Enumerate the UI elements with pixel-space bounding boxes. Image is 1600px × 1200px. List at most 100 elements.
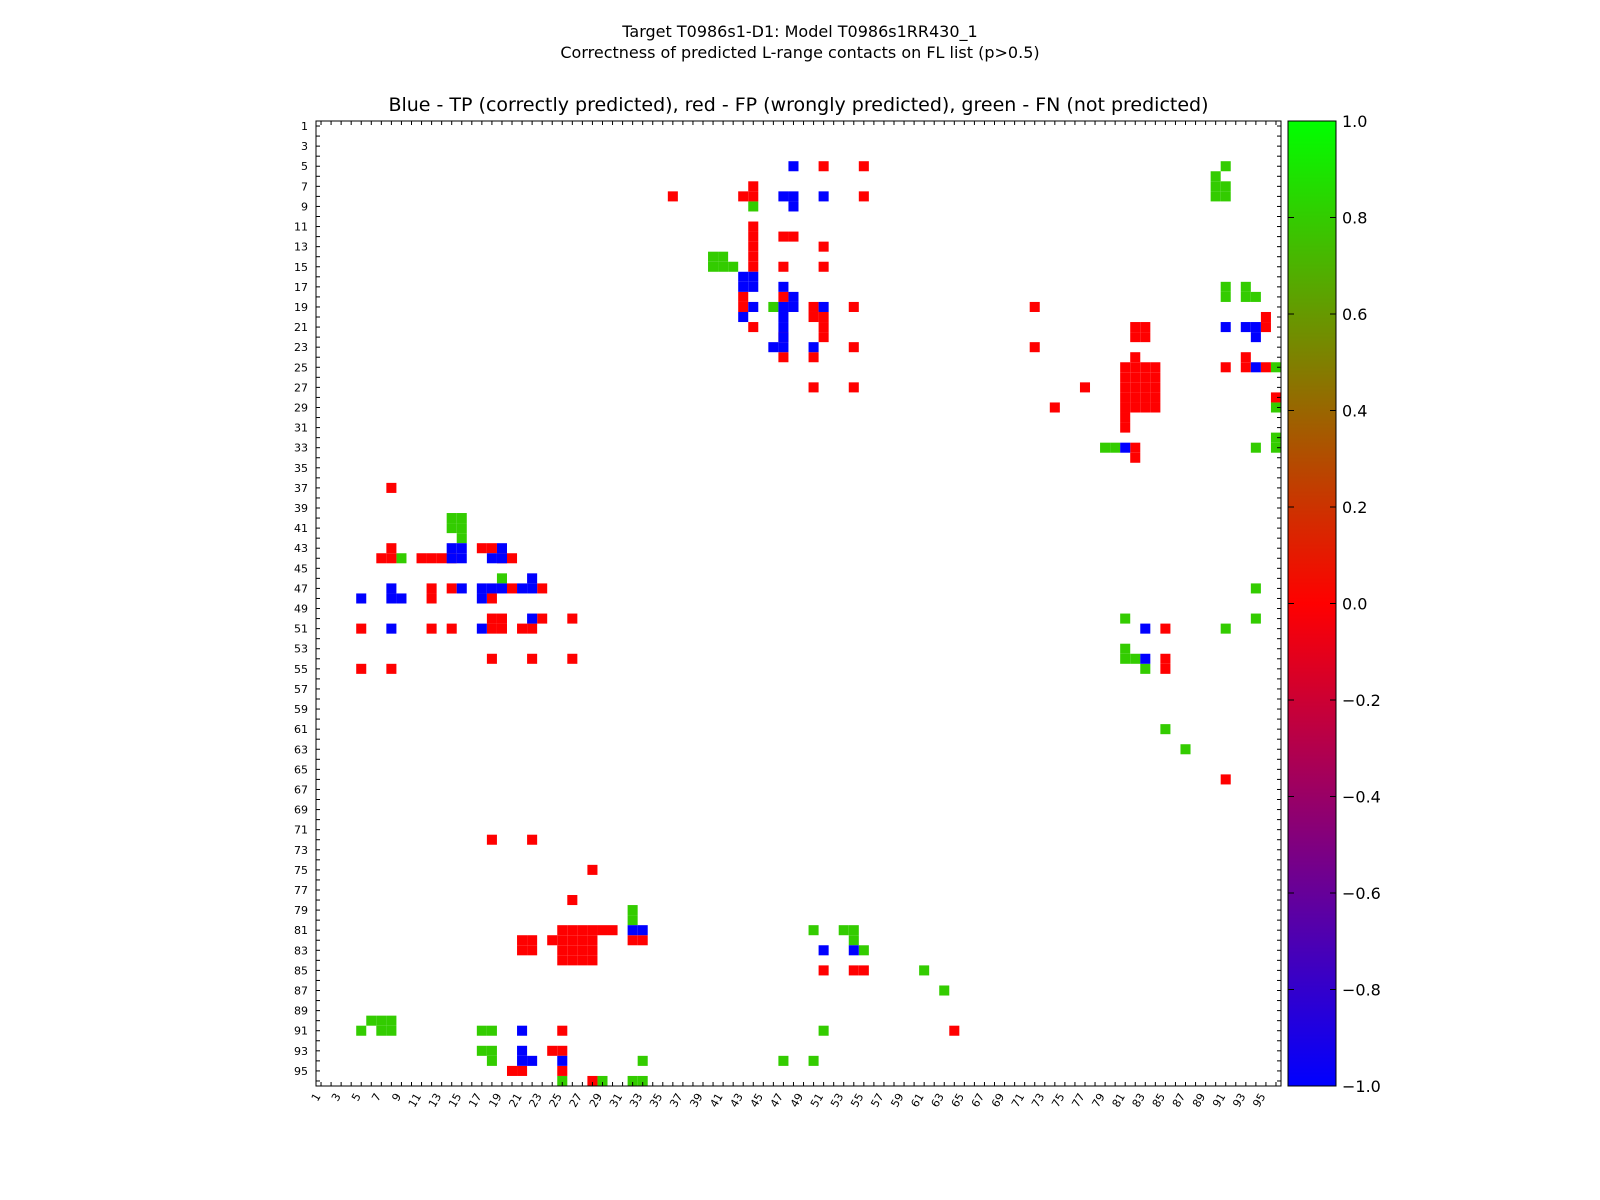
x-tick-label: 35 — [647, 1091, 665, 1110]
contact-cell-fp — [1029, 301, 1040, 312]
y-tick-label: 83 — [294, 944, 308, 957]
x-tick-label: 33 — [627, 1091, 645, 1110]
contact-cell-fp — [517, 623, 528, 634]
y-tick-label: 5 — [301, 160, 308, 173]
contact-cell-fp — [748, 191, 759, 202]
contact-cell-fp — [1150, 382, 1161, 393]
x-tick-label: 55 — [848, 1091, 866, 1110]
contact-cell-tp — [1220, 322, 1231, 333]
contact-cell-fn — [1210, 181, 1221, 192]
contact-cell-fp — [567, 955, 578, 966]
contact-cell-tp — [748, 301, 759, 312]
contact-cell-fp — [557, 1045, 568, 1056]
contact-cell-tp — [738, 271, 749, 282]
contact-cell-tp — [396, 593, 407, 604]
contact-cell-tp — [486, 553, 497, 564]
contact-cell-tp — [1140, 623, 1151, 634]
contact-cell-fp — [1079, 382, 1091, 393]
contact-cell-fp — [1130, 402, 1141, 413]
contact-cell-fp — [506, 1065, 518, 1076]
y-tick-label: 93 — [294, 1045, 308, 1058]
contact-cell-fp — [848, 342, 859, 353]
contact-cell-fp — [376, 553, 387, 564]
contact-cell-fp — [356, 663, 367, 674]
y-tick-label: 65 — [294, 763, 308, 776]
contact-cell-tp — [476, 583, 487, 594]
contact-cell-fn — [708, 261, 719, 272]
x-tick-label: 7 — [369, 1091, 384, 1104]
y-tick-label: 27 — [294, 381, 308, 394]
contact-cell-tp — [818, 301, 829, 312]
contact-cell-fp — [848, 382, 859, 393]
y-tick-label: 3 — [301, 140, 308, 153]
contact-cell-fp — [517, 1065, 528, 1076]
contact-cell-fp — [1140, 372, 1151, 383]
contact-cell-fp — [1130, 332, 1141, 343]
contact-cell-fp — [426, 583, 437, 594]
contact-cell-tp — [517, 583, 528, 594]
contact-cell-fn — [1220, 161, 1231, 172]
contact-cell-fn — [848, 935, 859, 946]
contact-cell-fp — [848, 965, 859, 976]
x-tick-label: 65 — [949, 1091, 967, 1110]
contact-cell-fn — [768, 301, 779, 312]
colorbar-tick-label: 1.0 — [1342, 112, 1367, 131]
x-tick-label: 91 — [1210, 1091, 1228, 1110]
contact-cell-fn — [919, 965, 930, 976]
contact-cell-fp — [386, 543, 397, 554]
x-tick-label: 13 — [426, 1091, 444, 1110]
contact-cell-tp — [788, 291, 799, 302]
contact-cell-fn — [1250, 291, 1261, 302]
contact-cell-fp — [1240, 352, 1251, 363]
contact-cell-fp — [778, 231, 789, 242]
contact-cell-fn — [1250, 442, 1261, 453]
contact-cell-fp — [1160, 653, 1171, 664]
contact-cell-tp — [386, 623, 397, 634]
y-tick-label: 67 — [294, 783, 308, 796]
contact-cell-fp — [587, 935, 598, 946]
contact-cell-tp — [386, 583, 397, 594]
contact-cell-tp — [386, 593, 397, 604]
contact-cell-fp — [848, 301, 859, 312]
contact-cell-tp — [848, 945, 859, 956]
contact-cell-fp — [517, 945, 528, 956]
x-tick-label: 85 — [1150, 1091, 1168, 1110]
contact-cell-fn — [486, 1055, 497, 1066]
contact-cell-fp — [818, 261, 829, 272]
contact-cell-tp — [778, 332, 789, 343]
contact-cell-fp — [527, 834, 538, 845]
x-tick-label: 1 — [309, 1091, 324, 1104]
x-tick-label: 47 — [768, 1091, 786, 1110]
contact-cell-fp — [858, 161, 869, 172]
contact-cell-fp — [818, 965, 829, 976]
x-tick-label: 63 — [929, 1091, 947, 1110]
contact-cell-fn — [1220, 191, 1231, 202]
contact-cell-tp — [476, 623, 487, 634]
contact-cell-fn — [376, 1025, 387, 1036]
contact-cell-fn — [1270, 442, 1281, 453]
contact-cell-fn — [456, 533, 467, 544]
x-tick-label: 81 — [1110, 1091, 1128, 1110]
contact-cell-fp — [738, 301, 749, 312]
y-tick-label: 19 — [294, 301, 308, 314]
heatmap-cells — [356, 161, 1281, 1086]
contact-cell-fp — [557, 945, 568, 956]
contact-cell-fp — [808, 382, 819, 393]
y-tick-label: 9 — [301, 200, 308, 213]
contact-cell-fp — [778, 291, 789, 302]
contact-cell-fp — [567, 945, 578, 956]
contact-cell-fp — [808, 311, 819, 323]
contact-cell-fn — [637, 1075, 648, 1086]
contact-cell-fp — [386, 553, 397, 564]
contact-cell-fp — [527, 945, 538, 956]
contact-cell-fp — [1240, 362, 1251, 373]
x-tick-label: 59 — [888, 1091, 906, 1110]
contact-cell-tp — [788, 191, 799, 202]
colorbar-tick-label: −0.8 — [1342, 981, 1381, 1000]
contact-cell-tp — [527, 613, 538, 624]
contact-cell-tp — [446, 553, 457, 564]
y-tick-label: 81 — [294, 924, 308, 937]
y-tick-label: 59 — [294, 703, 308, 716]
x-tick-label: 89 — [1190, 1091, 1208, 1110]
